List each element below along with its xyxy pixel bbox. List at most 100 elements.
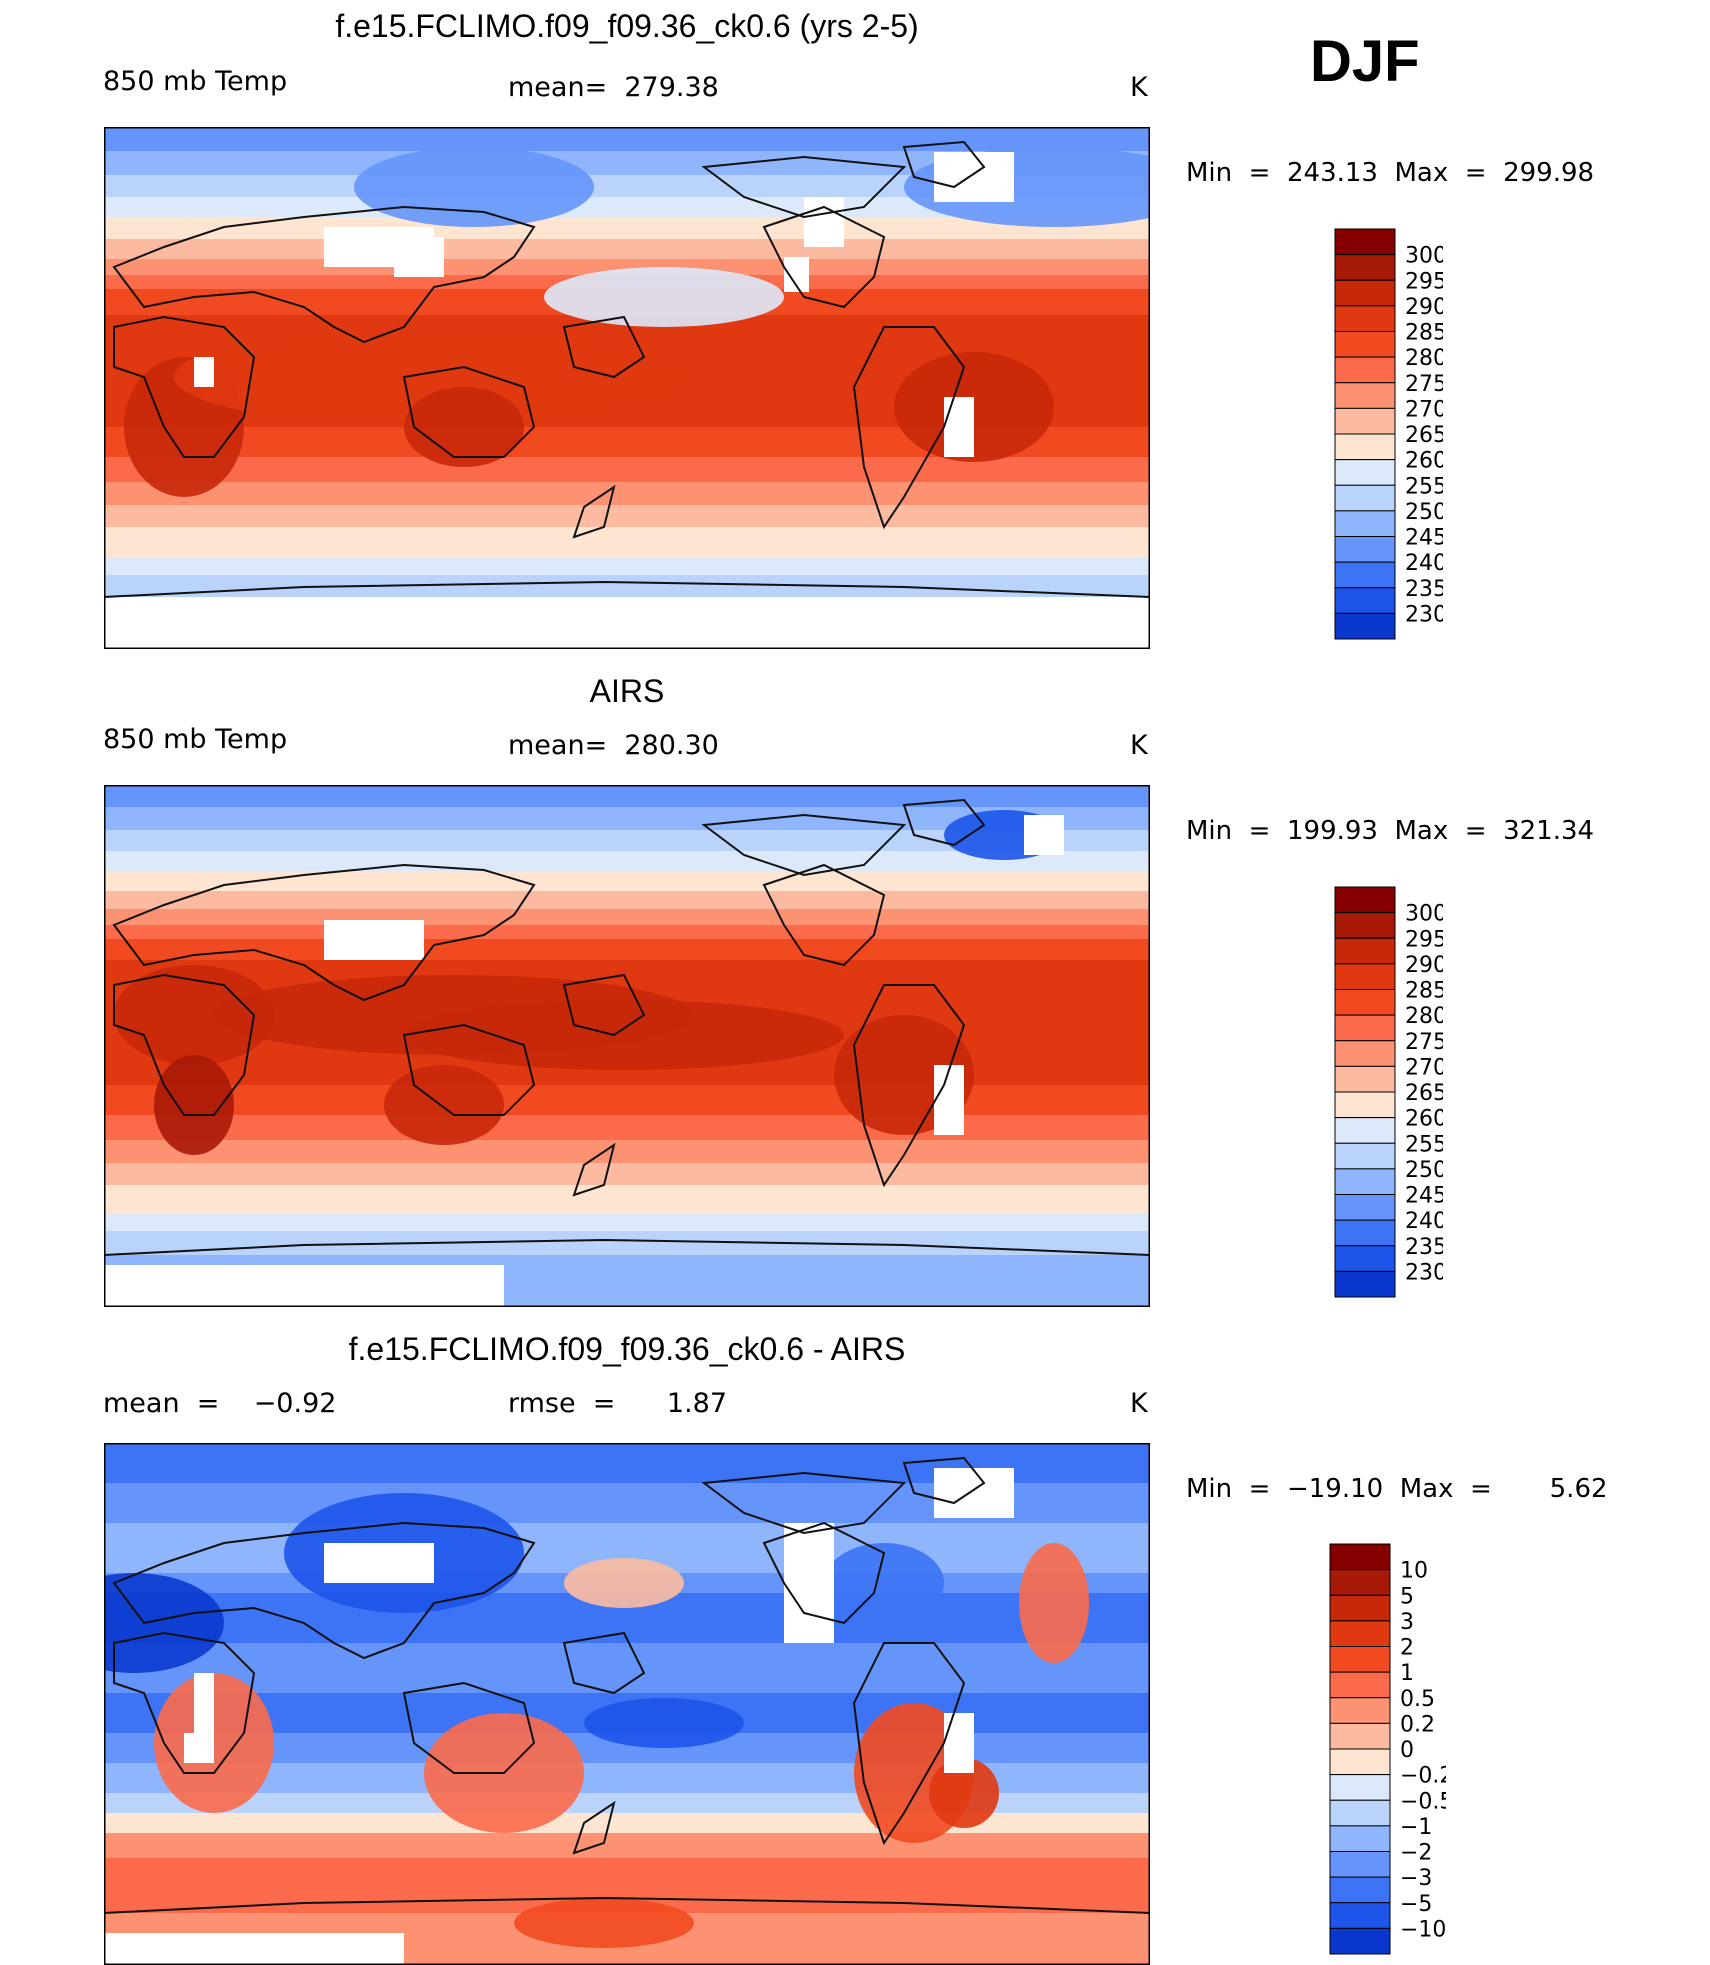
temperature-band [104,457,1150,482]
missing-data-patch [104,597,1150,649]
model-panel-title: f.e15.FCLIMO.f09_f09.36_ck0.6 (yrs 2-5) [335,8,919,44]
coastline [104,1238,1150,1256]
temperature-anomaly-region [104,1573,224,1673]
temperature-band [104,1833,1150,1858]
colorbar-swatch [1329,1825,1391,1852]
colorbar-swatch [1334,1270,1396,1298]
temperature-band [104,482,1150,505]
temperature-band [104,1163,1150,1185]
colorbar-tick-label: 295 [1405,269,1443,294]
diff-minmax-label: Min = −19.10 Max = 5.62 [1186,1474,1608,1504]
colorbar-tick-label: 0 [1400,1738,1414,1763]
temperature-anomaly-region [404,1000,844,1070]
temperature-anomaly-region [404,387,524,467]
missing-data-patch [1024,815,1064,855]
colorbar-swatch [1334,382,1396,409]
colorbar-swatch [1329,1646,1391,1673]
temperature-anomaly-region [514,1898,694,1948]
missing-data-patch [944,397,974,457]
temperature-anomaly-region [544,267,784,327]
colorbar-swatch [1329,1851,1391,1878]
missing-data-patch [934,152,1014,202]
missing-data-patch [934,1065,964,1135]
colorbar-swatch [1334,612,1396,640]
colorbar-tick-label: 270 [1405,1055,1443,1080]
coastline [104,1896,1150,1914]
temperature-band [104,925,1150,939]
colorbar-swatch [1334,305,1396,332]
colorbar-tick-label: 235 [1405,1235,1443,1260]
coastline [402,1681,536,1774]
colorbar-swatch [1334,433,1396,461]
colorbar-tick-label: −0.5 [1400,1789,1446,1814]
colorbar-swatch [1334,989,1396,1016]
temperature-band [104,1185,1150,1213]
colorbar-tick-label: 275 [1405,372,1443,397]
colorbar-swatch [1334,254,1396,281]
colorbar-swatch [1334,1040,1396,1067]
colorbar-swatch [1334,536,1396,563]
colorbar-tick-label: 3 [1400,1610,1414,1635]
colorbar-tick-label: 240 [1405,551,1443,576]
colorbar-swatch [1329,1620,1391,1647]
colorbar-swatch [1334,484,1396,512]
colorbar-tick-label: 245 [1405,1184,1443,1209]
colorbar-tick-label: 255 [1405,1132,1443,1157]
coastline [562,973,646,1037]
temperature-band [104,575,1150,597]
colorbar-tick-label: 300 [1405,244,1443,269]
colorbar-swatch [1334,279,1396,307]
model-minmax-label: Min = 243.13 Max = 299.98 [1186,158,1595,188]
colorbar-swatch [1334,356,1396,384]
colorbar-tick-label: 240 [1405,1209,1443,1234]
colorbar-swatch [1334,1168,1396,1195]
obs-panel-title: AIRS [589,673,665,709]
colorbar-tick-label: 245 [1405,526,1443,551]
temperature-band [104,1140,1150,1163]
colorbar-swatch [1334,459,1396,486]
temperature-band [104,557,1150,575]
colorbar-tick-label: −0.2 [1400,1764,1446,1789]
colorbar-tick-label: 290 [1405,953,1443,978]
temperature-band [104,527,1150,557]
obs-temperature-map [104,785,1150,1307]
temperature-band [104,871,1150,891]
colorbar-tick-label: 270 [1405,397,1443,422]
missing-data-patch [324,920,424,960]
colorbar-swatch [1334,912,1396,939]
coastline [701,155,907,219]
diff-mean-label: mean = −0.92 [103,1388,337,1419]
temperature-anomaly-region [584,1698,744,1748]
colorbar-swatch [1329,1671,1391,1699]
colorbar-swatch [1329,1799,1391,1827]
colorbar-tick-label: 260 [1405,449,1443,474]
colorbar-tick-label: 2 [1400,1636,1414,1661]
coastline [112,205,536,344]
coastline [113,973,256,1116]
colorbar-swatch [1334,407,1396,435]
temperature-band [104,939,1150,960]
colorbar-tick-label: 285 [1405,979,1443,1004]
temperature-anomaly-region [564,1558,684,1608]
model-temperature-map [104,127,1150,649]
colorbar-swatch [1334,1014,1396,1042]
colorbar-tick-label: 280 [1405,1004,1443,1029]
colorbar-swatch [1334,1245,1396,1272]
colorbar-tick-label: 235 [1405,577,1443,602]
map-field-layer [104,127,1150,649]
coastline [572,1800,616,1855]
coastline [104,580,1150,598]
colorbar-tick-label: 1 [1400,1661,1414,1686]
temperature-anomaly-region [174,327,694,427]
coastline [112,1521,536,1660]
coastline [701,1471,907,1535]
colorbar-swatch [1334,510,1396,537]
colorbar-swatch [1334,963,1396,990]
model-variable-label: 850 mb Temp [103,66,288,97]
obs-minmax-label: Min = 199.93 Max = 321.34 [1186,816,1595,846]
missing-data-patch [104,1265,504,1307]
colorbar-swatch [1334,228,1396,256]
temperature-band [104,891,1150,909]
colorbar-swatch [1334,886,1396,914]
